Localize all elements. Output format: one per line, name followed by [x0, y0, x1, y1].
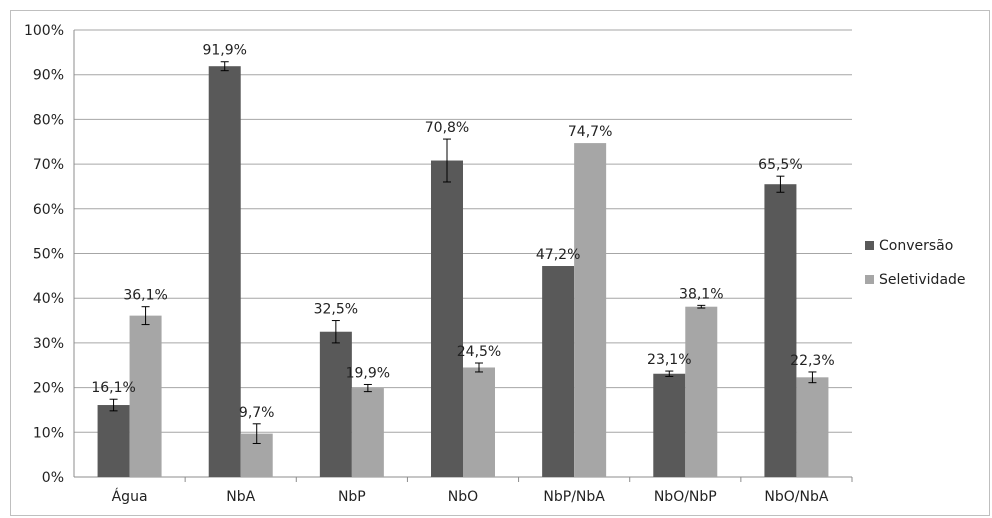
bar-seletividade — [463, 367, 495, 477]
bar-seletividade — [574, 143, 607, 477]
data-label: 24,5% — [457, 344, 501, 360]
x-tick-label: NbA — [226, 489, 255, 505]
data-label: 36,1% — [123, 288, 167, 304]
data-label: 47,2% — [536, 247, 580, 263]
data-label: 74,7% — [568, 124, 612, 140]
y-axis-ticks: 0% 10% 20% 30% 40% 50% 60% 70% 80% 90% 100% — [24, 23, 64, 486]
bar-seletividade — [351, 388, 384, 477]
y-tick-label: 80% — [33, 112, 64, 128]
y-tick-label: 30% — [33, 336, 64, 352]
x-tick-label: NbO — [448, 489, 478, 505]
bar-converso — [431, 160, 463, 478]
y-tick-label: 10% — [33, 425, 64, 441]
error-bars — [109, 61, 817, 444]
legend-swatch — [865, 241, 874, 250]
legend-swatch — [865, 275, 874, 284]
x-tick-label: NbP — [338, 489, 366, 505]
data-label: 22,3% — [790, 353, 834, 369]
data-label: 9,7% — [239, 405, 275, 421]
y-tick-label: 60% — [33, 202, 64, 218]
bar-seletividade — [685, 306, 718, 477]
data-label: 65,5% — [758, 157, 802, 173]
data-label: 19,9% — [346, 365, 390, 381]
x-tick-label: NbO/NbA — [764, 489, 828, 505]
data-label: 32,5% — [314, 302, 358, 318]
y-tick-label: 20% — [33, 381, 64, 397]
y-tick-label: 90% — [33, 68, 64, 84]
y-tick-label: 40% — [33, 291, 64, 307]
y-tick-label: 100% — [24, 23, 64, 39]
data-label: 70,8% — [425, 120, 469, 136]
data-labels: 16,1% 36,1% 91,9% 9,7% 32,5% 19,9% 70,8% 24,5% 4… — [91, 43, 834, 421]
bars — [97, 66, 829, 478]
data-label: 38,1% — [679, 286, 723, 302]
gridlines — [73, 29, 852, 478]
x-tick-label: Água — [112, 488, 148, 505]
data-label: 23,1% — [647, 352, 691, 368]
bar-converso — [97, 405, 130, 477]
x-axis-ticks: Água NbA NbP NbO NbP/NbA NbO/NbP NbO/NbA — [112, 477, 853, 505]
legend: Conversão Seletividade — [865, 238, 966, 288]
x-tick-label: NbO/NbP — [654, 489, 717, 505]
data-label: 91,9% — [202, 43, 246, 59]
bar-seletividade — [129, 315, 162, 477]
legend-label: Conversão — [879, 238, 953, 254]
bar-converso — [764, 184, 797, 477]
y-tick-label: 50% — [33, 247, 64, 263]
bar-seletividade — [796, 377, 829, 477]
bar-converso — [542, 266, 575, 477]
y-tick-label: 0% — [42, 470, 64, 486]
data-label: 16,1% — [91, 380, 135, 396]
legend-label: Seletividade — [879, 272, 966, 288]
bar-converso — [208, 66, 241, 477]
y-tick-label: 70% — [33, 157, 64, 173]
bar-converso — [653, 373, 686, 477]
bar-converso — [319, 331, 352, 477]
x-tick-label: NbP/NbA — [543, 489, 605, 505]
